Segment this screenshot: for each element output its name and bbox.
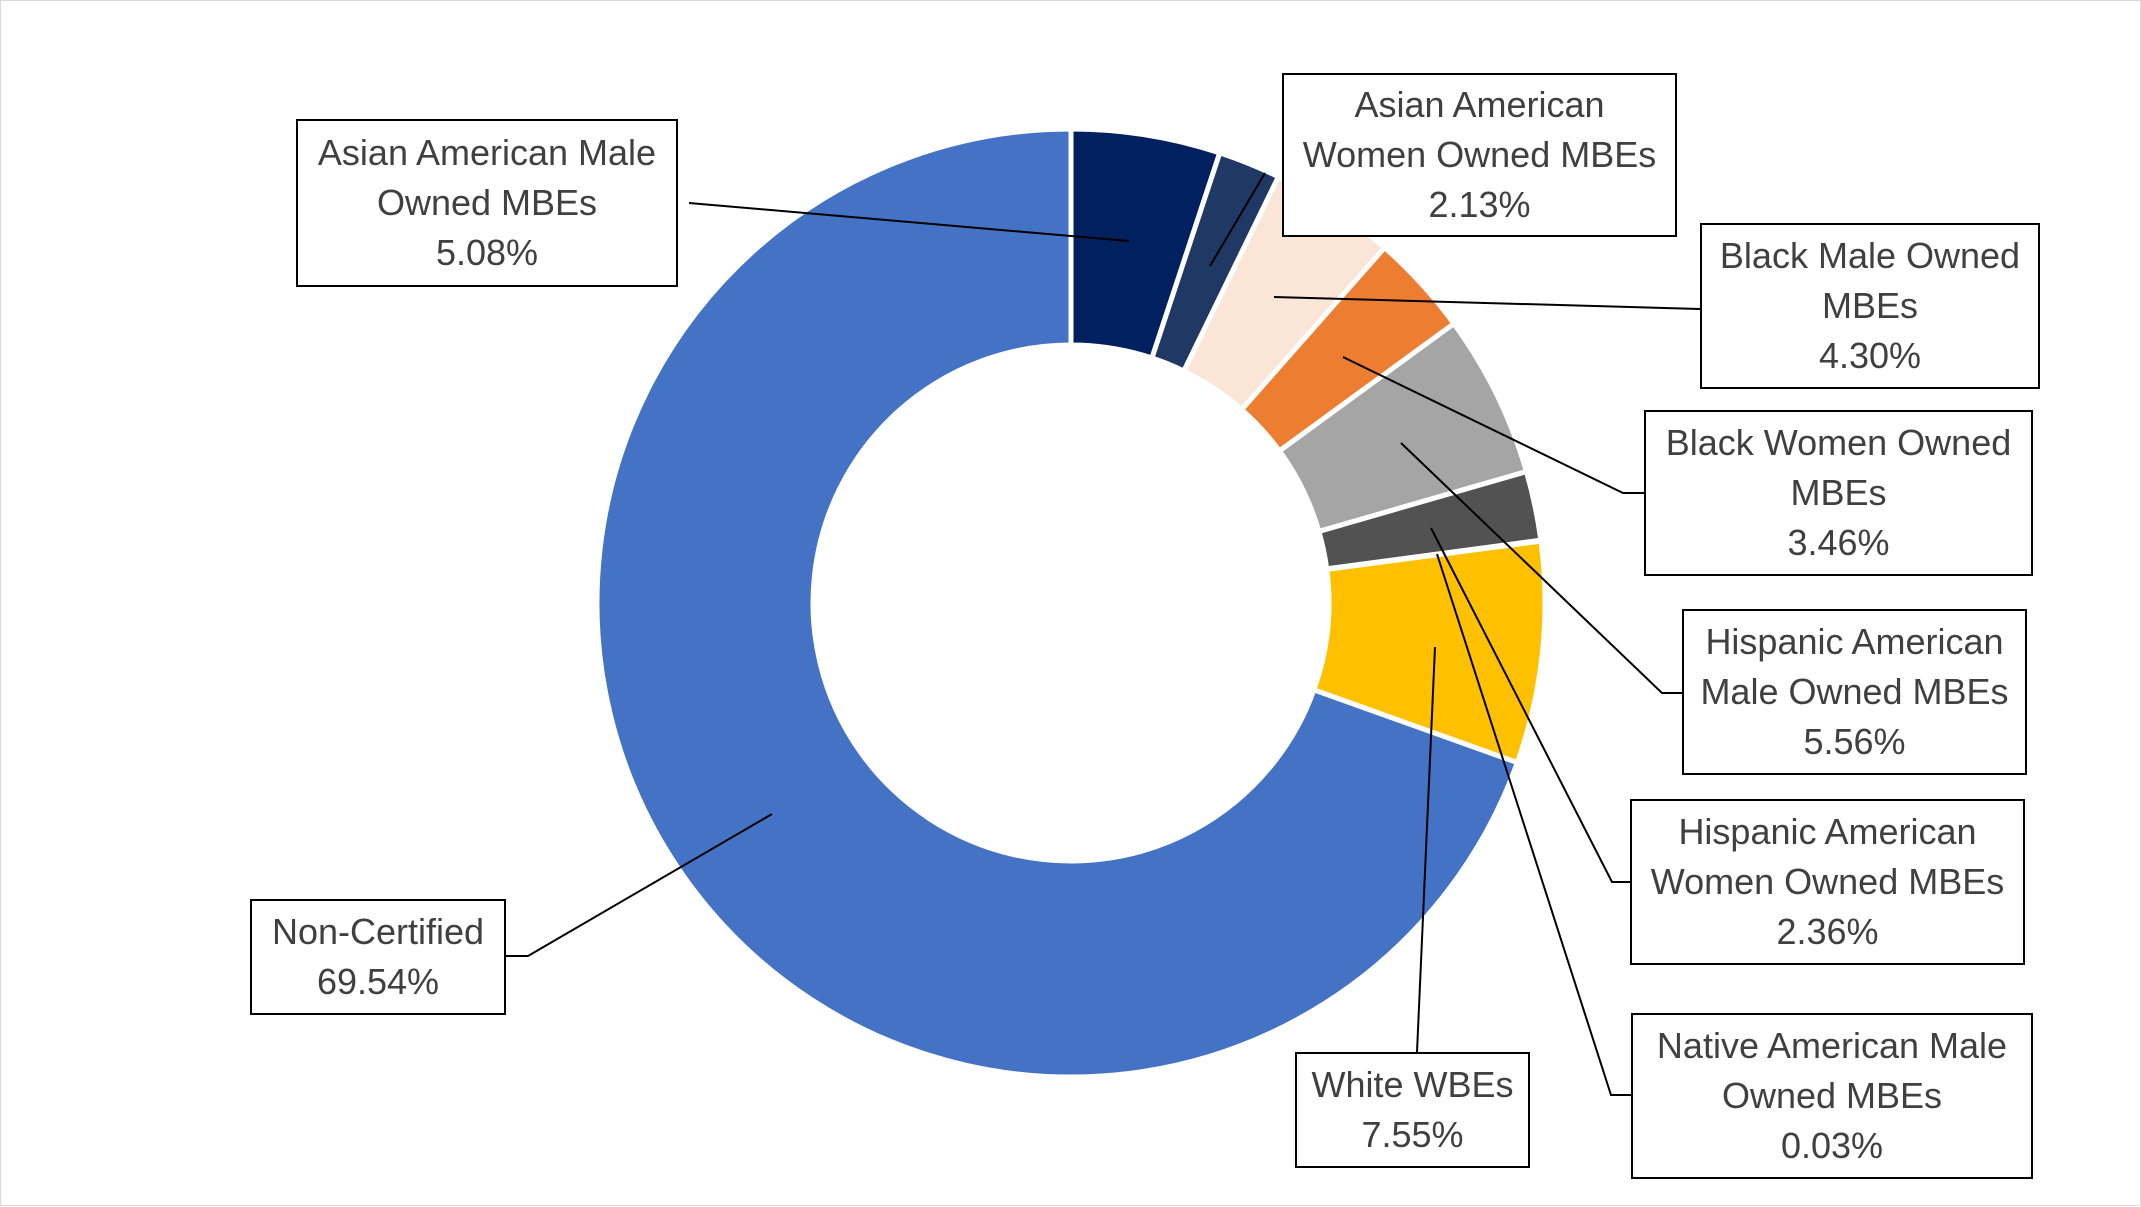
slices-layer xyxy=(594,126,1548,1080)
data-label-native-american-male-owned-mbes: Native American Male Owned MBEs 0.03% xyxy=(1631,1013,2033,1179)
leader-line-black-women-owned-mbes xyxy=(1342,356,1644,494)
leader-line-black-male-owned-mbes xyxy=(1273,296,1701,310)
data-label-value: 2.13% xyxy=(1428,184,1531,225)
data-label-category-line: Male Owned MBEs xyxy=(1700,671,2009,712)
data-label-value: 0.03% xyxy=(1780,1125,1884,1166)
data-label-category-line: Native American Male xyxy=(1656,1025,2008,1066)
data-label-category-line: Black Women Owned xyxy=(1665,422,2012,463)
data-label-category-line: Black Male Owned xyxy=(1719,235,2021,276)
data-label-category-line: White WBEs xyxy=(1311,1064,1514,1105)
leader-line-non-certified xyxy=(506,813,773,957)
data-label-value: 4.30% xyxy=(1818,335,1922,376)
data-label-category-line: Hispanic American xyxy=(1678,811,1977,852)
data-label-value: 3.46% xyxy=(1787,522,1890,563)
leader-line-white-wbes xyxy=(1416,646,1436,1053)
data-label-category-line: Asian American Male xyxy=(317,132,657,173)
data-label-black-women-owned-mbes: Black Women Owned MBEs 3.46% xyxy=(1644,410,2033,576)
data-label-hispanic-american-women-owned-mbes: Hispanic American Women Owned MBEs 2.36% xyxy=(1630,799,2025,965)
data-label-value: 5.08% xyxy=(435,232,539,273)
data-label-value: 5.56% xyxy=(1803,721,1906,762)
data-label-category-line: Women Owned MBEs xyxy=(1650,861,2005,902)
data-label-white-wbes: White WBEs 7.55% xyxy=(1295,1052,1530,1168)
data-label-category-line: MBEs xyxy=(1790,472,1887,513)
leader-line-asian-american-women-owned-mbes xyxy=(1209,172,1266,267)
leader-line-hispanic-american-women-owned-mbes xyxy=(1430,527,1630,883)
leader-line-asian-american-male-owned-mbes xyxy=(688,202,1130,242)
leader-line-hispanic-american-male-owned-mbes xyxy=(1400,442,1682,694)
data-label-category-line: MBEs xyxy=(1821,285,1918,326)
data-label-black-male-owned-mbes: Black Male Owned MBEs 4.30% xyxy=(1700,223,2040,389)
data-label-category-line: Owned MBEs xyxy=(1721,1075,1943,1116)
data-label-asian-american-women-owned-mbes: Asian American Women Owned MBEs 2.13% xyxy=(1282,73,1677,237)
data-label-value: 69.54% xyxy=(316,961,440,1002)
data-label-non-certified: Non-Certified 69.54% xyxy=(250,899,506,1015)
data-label-hispanic-american-male-owned-mbes: Hispanic American Male Owned MBEs 5.56% xyxy=(1682,609,2027,775)
data-label-asian-american-male-owned-mbes: Asian American Male Owned MBEs 5.08% xyxy=(296,119,678,287)
data-label-value: 7.55% xyxy=(1361,1114,1464,1155)
data-label-category-line: Owned MBEs xyxy=(376,182,598,223)
leader-lines-layer xyxy=(506,172,1701,1096)
leader-line-native-american-male-owned-mbes xyxy=(1436,553,1631,1096)
data-label-category-line: Non-Certified xyxy=(271,911,485,952)
data-label-category-line: Asian American xyxy=(1354,84,1605,125)
data-label-category-line: Women Owned MBEs xyxy=(1302,134,1657,175)
slice-non-certified[interactable] xyxy=(594,126,1521,1080)
data-label-value: 2.36% xyxy=(1776,911,1879,952)
data-label-category-line: Hispanic American xyxy=(1705,621,2004,662)
